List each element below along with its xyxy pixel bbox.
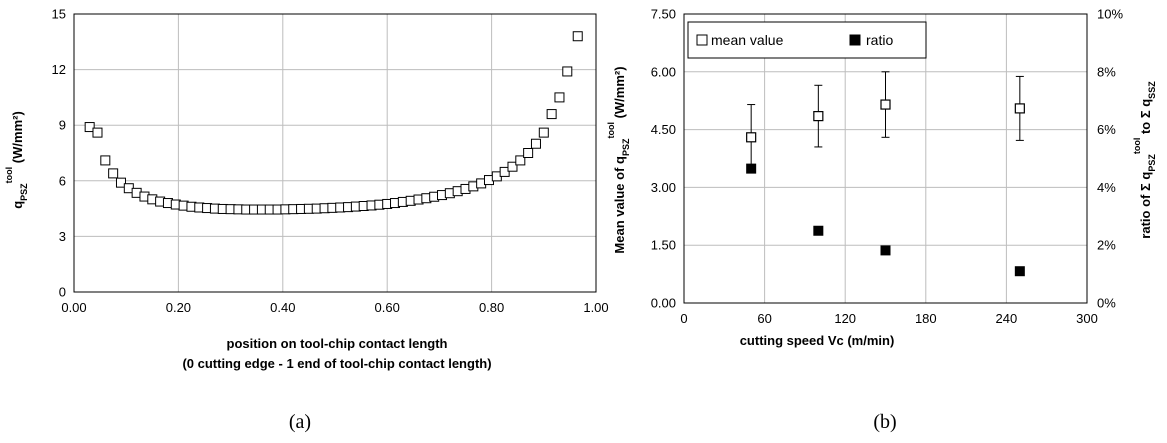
b-panel-label: (b) (873, 411, 896, 433)
b-mean-point-1 (813, 111, 824, 122)
b-x-axis-label: cutting speed Vc (m/min) (740, 333, 895, 348)
b-y-tick-left-2: 3.00 (651, 180, 676, 195)
a-point-4 (115, 177, 126, 188)
b-left-y-tick-labels: 0.00 1.50 3.00 4.50 6.00 7.50 (651, 7, 676, 311)
a-point-61 (562, 66, 573, 77)
b-y-tick-left-4: 6.00 (651, 64, 676, 79)
b-mean-point-2 (880, 99, 891, 110)
b-y-axis-label-right: ratio of Σ qPSZtool to Σ qSSZ (1132, 81, 1157, 239)
b-y-tick-right-3: 6% (1097, 122, 1116, 137)
b-x-tick-labels: 0 60 120 180 240 300 (680, 311, 1097, 326)
b-y-tick-right-5: 10% (1097, 7, 1123, 22)
b-x-tick-3: 180 (915, 311, 937, 326)
a-plot-frame (73, 13, 597, 293)
b-right-y-tick-labels: 0% 2% 4% 6% 8% 10% (1097, 7, 1123, 311)
b-legend-marker-ratio (849, 34, 861, 46)
b-legend: mean value ratio (687, 21, 927, 59)
a-y-tick-4: 12 (52, 62, 66, 77)
b-x-tick-2: 120 (834, 311, 856, 326)
a-y-axis-label: qPSZtool (W/mm²) (4, 111, 29, 209)
b-y-tick-right-2: 4% (1097, 180, 1116, 195)
a-x-tick-1: 0.20 (166, 300, 191, 315)
a-x-tick-labels: 0.00 0.20 0.40 0.60 0.80 1.00 (61, 300, 608, 315)
b-legend-label-ratio: ratio (866, 32, 893, 48)
a-point-60 (554, 92, 565, 103)
a-point-3 (108, 168, 119, 179)
b-x-tick-5: 300 (1076, 311, 1098, 326)
a-point-2 (100, 155, 111, 166)
a-point-53 (499, 166, 510, 177)
a-point-1 (92, 127, 103, 138)
b-x-tick-0: 0 (680, 311, 687, 326)
a-x-tick-3: 0.60 (375, 300, 400, 315)
b-y-tick-left-0: 0.00 (651, 296, 676, 311)
b-mean-point-3 (1014, 103, 1025, 114)
a-data-points (84, 31, 583, 215)
b-legend-label-mean: mean value (711, 32, 784, 48)
b-y-axis-label-left: Mean value of qPSZtool (W/mm²) (606, 66, 631, 253)
b-ratio-point-2 (880, 245, 891, 256)
a-point-0 (84, 122, 95, 133)
b-y-tick-right-0: 0% (1097, 296, 1116, 311)
a-y-tick-5: 15 (52, 7, 66, 22)
a-point-55 (515, 155, 526, 166)
b-x-tick-4: 240 (996, 311, 1018, 326)
b-legend-box (687, 21, 927, 59)
a-panel-label: (a) (289, 411, 311, 433)
b-y-tick-left-3: 4.50 (651, 122, 676, 137)
b-y-tick-left-1: 1.50 (651, 238, 676, 253)
b-y-tick-left-5: 7.50 (651, 7, 676, 22)
b-mean-point-0 (746, 132, 757, 143)
a-y-tick-0: 0 (59, 285, 66, 300)
a-y-tick-2: 6 (59, 173, 66, 188)
chart-b: 0 60 120 180 240 300 0.00 1.50 3.00 4.50 6.00 7.50… (606, 7, 1157, 434)
a-gridlines (74, 14, 596, 292)
b-ratio-point-1 (813, 225, 824, 236)
a-x-tick-4: 0.80 (479, 300, 504, 315)
a-point-59 (546, 109, 557, 120)
a-y-tick-labels: 0 3 6 9 12 15 (52, 7, 66, 300)
a-x-axis-label-line2: (0 cutting edge - 1 end of tool-chip con… (182, 356, 491, 371)
b-y-tick-right-1: 2% (1097, 238, 1116, 253)
b-mean-value-points (746, 99, 1025, 143)
b-ratio-point-0 (746, 163, 757, 174)
b-ratio-points (746, 163, 1025, 277)
b-ratio-point-3 (1014, 266, 1025, 277)
b-x-tick-1: 60 (757, 311, 771, 326)
a-x-tick-2: 0.40 (270, 300, 295, 315)
a-point-62 (572, 31, 583, 42)
a-point-54 (507, 161, 518, 172)
b-y-tick-right-4: 8% (1097, 64, 1116, 79)
a-y-tick-3: 9 (59, 118, 66, 133)
b-legend-marker-mean (696, 34, 708, 46)
b-plot-frame (683, 13, 1088, 304)
b-error-bars (747, 71, 1024, 171)
a-x-tick-5: 1.00 (583, 300, 608, 315)
chart-a: 0.00 0.20 0.40 0.60 0.80 1.00 0 3 6 9 12 15 qPSZto… (4, 7, 609, 434)
a-point-56 (523, 148, 534, 158)
a-x-tick-0: 0.00 (61, 300, 86, 315)
a-point-58 (538, 127, 549, 138)
a-x-axis-label-line1: position on tool-chip contact length (227, 336, 448, 351)
a-y-tick-1: 3 (59, 229, 66, 244)
a-point-57 (530, 138, 541, 149)
